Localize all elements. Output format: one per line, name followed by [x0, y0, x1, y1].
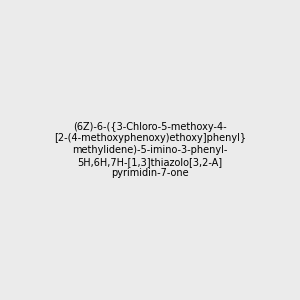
Text: (6Z)-6-({3-Chloro-5-methoxy-4-
[2-(4-methoxyphenoxy)ethoxy]phenyl}
methylidene)-: (6Z)-6-({3-Chloro-5-methoxy-4- [2-(4-met… — [54, 122, 246, 178]
